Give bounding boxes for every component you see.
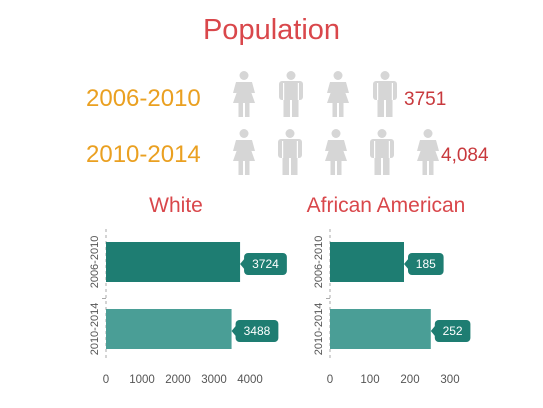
data-label-white-2006-2010: 3724 — [252, 257, 279, 271]
data-label-box-african-american-2010-2014 — [434, 320, 471, 342]
category-label-white-2010-2014: 2010-2014 — [89, 303, 101, 356]
chart-title-african-american: African American — [306, 194, 466, 217]
data-label-african-american-2010-2014: 252 — [443, 324, 463, 338]
data-label-box-african-american-2006-2010 — [408, 253, 444, 275]
data-label-pointer-white-2010-2014 — [231, 325, 237, 337]
male-person-icon — [367, 129, 397, 180]
female-person-icon — [413, 129, 443, 180]
chart-title-white: White — [149, 194, 203, 217]
data-label-pointer-african-american-2010-2014 — [430, 325, 436, 337]
x-tick-label-african-american-300: 300 — [440, 374, 459, 386]
data-label-box-white-2010-2014 — [235, 320, 279, 342]
bar-african-american-2006-2010 — [330, 242, 404, 282]
data-label-pointer-white-2006-2010 — [240, 258, 246, 270]
data-label-pointer-african-american-2006-2010 — [404, 258, 409, 270]
bar-white-2010-2014 — [106, 309, 232, 349]
x-tick-label-white-1000: 1000 — [129, 374, 155, 386]
period-label-2006-2010: 2006-2010 — [86, 85, 201, 112]
bar-african-american-2010-2014 — [330, 309, 431, 349]
x-tick-label-white-4000: 4000 — [237, 374, 263, 386]
period-label-2010-2014: 2010-2014 — [86, 141, 201, 168]
female-person-icon — [321, 129, 351, 180]
data-label-box-white-2006-2010 — [244, 253, 287, 275]
category-label-african-american-2006-2010: 2006-2010 — [313, 236, 325, 289]
x-tick-label-white-3000: 3000 — [201, 374, 227, 386]
population-count-2010-2014: 4,084 — [441, 145, 489, 166]
data-label-white-2010-2014: 3488 — [244, 324, 271, 338]
page-title: Population — [202, 14, 341, 46]
female-person-icon — [229, 129, 259, 180]
female-person-icon — [229, 71, 259, 122]
x-tick-label-african-american-0: 0 — [327, 374, 333, 386]
x-tick-label-white-0: 0 — [103, 374, 109, 386]
category-label-white-2006-2010: 2006-2010 — [89, 236, 101, 289]
data-label-african-american-2006-2010: 185 — [416, 257, 436, 271]
x-tick-label-african-american-100: 100 — [360, 374, 379, 386]
male-person-icon — [370, 71, 400, 122]
bar-white-2006-2010 — [106, 242, 241, 282]
population-count-2006-2010: 3751 — [404, 89, 447, 110]
female-person-icon — [323, 71, 353, 122]
male-person-icon — [275, 129, 305, 180]
male-person-icon — [276, 71, 306, 122]
x-tick-label-white-2000: 2000 — [165, 374, 191, 386]
x-tick-label-african-american-200: 200 — [400, 374, 419, 386]
category-label-african-american-2010-2014: 2010-2014 — [313, 303, 325, 356]
